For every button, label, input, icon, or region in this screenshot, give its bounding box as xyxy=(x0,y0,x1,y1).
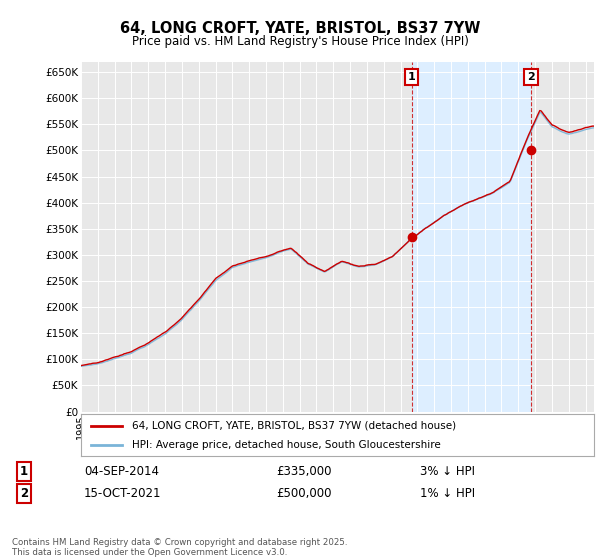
Text: 1: 1 xyxy=(408,72,416,82)
Text: 1% ↓ HPI: 1% ↓ HPI xyxy=(420,487,475,501)
Text: 15-OCT-2021: 15-OCT-2021 xyxy=(84,487,161,501)
Text: £335,000: £335,000 xyxy=(276,465,331,478)
Text: 04-SEP-2014: 04-SEP-2014 xyxy=(84,465,159,478)
Text: 2: 2 xyxy=(527,72,535,82)
Bar xyxy=(412,62,531,412)
Text: Contains HM Land Registry data © Crown copyright and database right 2025.
This d: Contains HM Land Registry data © Crown c… xyxy=(12,538,347,557)
Text: HPI: Average price, detached house, South Gloucestershire: HPI: Average price, detached house, Sout… xyxy=(133,440,441,450)
Text: Price paid vs. HM Land Registry's House Price Index (HPI): Price paid vs. HM Land Registry's House … xyxy=(131,35,469,48)
Text: £500,000: £500,000 xyxy=(276,487,331,501)
Text: 2: 2 xyxy=(20,487,28,501)
Text: 64, LONG CROFT, YATE, BRISTOL, BS37 7YW (detached house): 64, LONG CROFT, YATE, BRISTOL, BS37 7YW … xyxy=(133,421,457,431)
Text: 64, LONG CROFT, YATE, BRISTOL, BS37 7YW: 64, LONG CROFT, YATE, BRISTOL, BS37 7YW xyxy=(120,21,480,36)
Text: 1: 1 xyxy=(20,465,28,478)
Text: 3% ↓ HPI: 3% ↓ HPI xyxy=(420,465,475,478)
